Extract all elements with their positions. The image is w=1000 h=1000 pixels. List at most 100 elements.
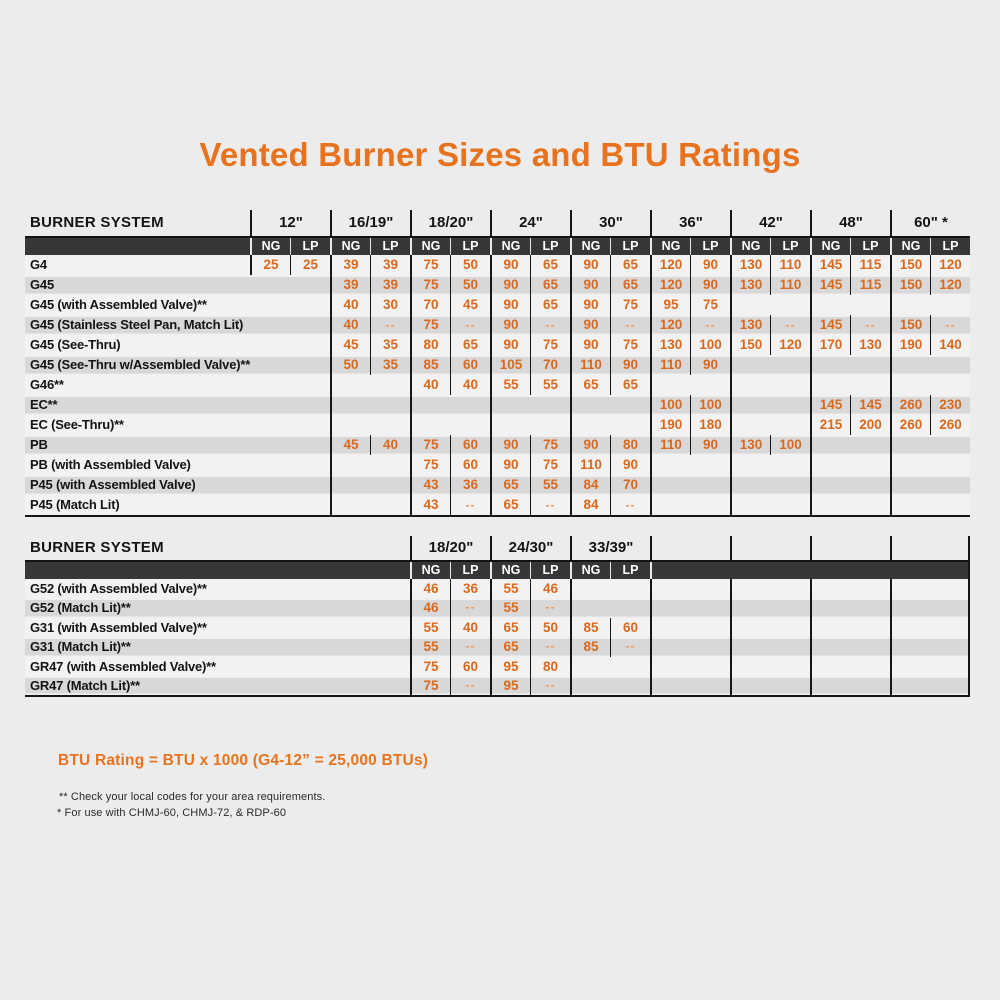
- gas-type-header-cell: [650, 562, 730, 579]
- btu-cell-group: 145 115: [810, 275, 890, 295]
- ng-column-label: NG: [812, 238, 851, 255]
- btu-cell-group: 120 90: [650, 275, 730, 295]
- lp-column-label: LP: [462, 239, 479, 253]
- btu-value-ng: 130: [652, 335, 691, 355]
- btu-value-lp: 75: [622, 337, 639, 352]
- btu-value-lp: --: [625, 318, 636, 332]
- btu-value-lp: 55: [542, 477, 559, 492]
- btu-value-ng: 130: [732, 315, 771, 335]
- btu-value-ng: 95: [492, 656, 531, 676]
- ng-column-label: NG: [252, 238, 291, 255]
- btu-cell-group: [250, 455, 330, 475]
- gas-type-header-cell: NG LP: [730, 238, 810, 255]
- btu-value-ng: 90: [572, 255, 611, 275]
- size-header-cell: 48": [810, 210, 890, 236]
- gas-type-header-cell: NG LP: [490, 562, 570, 579]
- btu-cell-group: [890, 617, 970, 638]
- btu-value-lp: 60: [462, 457, 479, 472]
- btu-value-ng: 85: [572, 617, 611, 638]
- gas-type-header-cell: NG LP: [810, 238, 890, 255]
- btu-value-lp: 75: [702, 297, 719, 312]
- btu-cell-group: [250, 355, 330, 375]
- btu-cell-group: 260 230: [890, 395, 970, 415]
- btu-cell-group: [650, 455, 730, 475]
- lp-column-label: LP: [542, 239, 559, 253]
- size-header-cell: [810, 536, 890, 560]
- btu-cell-group: [650, 675, 730, 696]
- btu-value-lp: 130: [859, 337, 882, 352]
- btu-cell-group: [730, 395, 810, 415]
- btu-value-ng: 39: [332, 275, 371, 295]
- btu-value-lp: 180: [699, 417, 722, 432]
- btu-value-lp: 65: [542, 297, 559, 312]
- btu-cell-group: 145 --: [810, 315, 890, 335]
- btu-cell-group: 46 --: [410, 598, 490, 618]
- burner-name: EC (See-Thru)**: [30, 417, 124, 432]
- btu-cell-group: [810, 355, 890, 375]
- btu-value-lp: --: [545, 600, 556, 615]
- btu-cell-group: 55 40: [410, 617, 490, 638]
- btu-cell-group: 150 120: [730, 335, 810, 355]
- btu-cell-group: 190 180: [650, 415, 730, 435]
- footnote-local-codes: ** Check your local codes for your area …: [59, 791, 326, 803]
- btu-value-lp: --: [545, 639, 556, 654]
- table-row: PB 45 40 75 60 90 75 90 80 110 90 130 100: [25, 435, 970, 455]
- btu-value-ng: 260: [892, 395, 931, 415]
- btu-cell-group: [250, 415, 330, 435]
- table-header-row: BURNER SYSTEM 12" 16/19" 18/20" 24" 30" 36" 42"…: [25, 210, 970, 238]
- btu-value-lp: 39: [382, 257, 399, 272]
- btu-cell-group: 95 --: [490, 675, 570, 696]
- burner-name: G31 (Match Lit)**: [30, 639, 131, 655]
- btu-cell-group: [490, 415, 570, 435]
- btu-cell-group: [810, 675, 890, 696]
- btu-value-ng: 215: [812, 415, 851, 435]
- btu-value-lp: 75: [542, 457, 559, 472]
- table-row: G45 (Stainless Steel Pan, Match Lit) 40 --…: [25, 315, 970, 335]
- btu-value-lp: 40: [462, 619, 479, 635]
- btu-cell-group: [890, 495, 970, 515]
- btu-cell-group: [570, 598, 650, 618]
- btu-cell-group: [250, 275, 330, 295]
- table-row: EC** 100 100 145 145 260 230: [25, 395, 970, 415]
- lp-column-label: LP: [382, 239, 399, 253]
- btu-value-lp: 65: [622, 277, 639, 292]
- btu-cell-group: [890, 656, 970, 676]
- burner-name: G45 (with Assembled Valve)**: [30, 297, 207, 312]
- btu-value-ng: 65: [572, 375, 611, 395]
- btu-cell-group: [810, 375, 890, 395]
- ng-column-label: NG: [892, 238, 931, 255]
- btu-value-lp: 80: [542, 658, 559, 674]
- btu-value-ng: 70: [412, 295, 451, 315]
- btu-cell-group: [650, 598, 730, 618]
- btu-cell-group: 65 65: [570, 375, 650, 395]
- btu-value-ng: 40: [332, 295, 371, 315]
- btu-value-ng: 95: [492, 675, 531, 696]
- btu-value-lp: 70: [622, 477, 639, 492]
- burner-name: GR47 (with Assembled Valve)**: [30, 658, 216, 674]
- btu-value-lp: 50: [462, 277, 479, 292]
- gas-type-header-cell: NG LP: [650, 238, 730, 255]
- btu-value-ng: 65: [492, 637, 531, 657]
- btu-cell-group: [810, 435, 890, 455]
- btu-value-ng: 90: [572, 435, 611, 455]
- btu-value-lp: 260: [939, 417, 962, 432]
- gas-type-header-cell: NG LP: [490, 238, 570, 255]
- btu-value-ng: 150: [892, 255, 931, 275]
- btu-value-lp: --: [705, 318, 716, 332]
- btu-cell-group: [730, 598, 810, 618]
- table-body: G52 (with Assembled Valve)** 46 36 55 46 G52 …: [25, 579, 970, 696]
- btu-cell-group: [810, 495, 890, 515]
- btu-value-lp: --: [465, 639, 476, 654]
- btu-cell-group: 39 39: [330, 275, 410, 295]
- ng-column-label: NG: [412, 238, 451, 255]
- btu-cell-group: 75 50: [410, 275, 490, 295]
- size-header-cell: 18/20": [410, 210, 490, 236]
- btu-cell-group: [330, 455, 410, 475]
- btu-cell-group: [250, 395, 330, 415]
- btu-cell-group: [650, 579, 730, 599]
- btu-value-lp: --: [865, 318, 876, 332]
- btu-value-ng: 110: [572, 355, 611, 375]
- btu-cell-group: [730, 375, 810, 395]
- btu-cell-group: 150 --: [890, 315, 970, 335]
- btu-value-ng: 85: [572, 637, 611, 657]
